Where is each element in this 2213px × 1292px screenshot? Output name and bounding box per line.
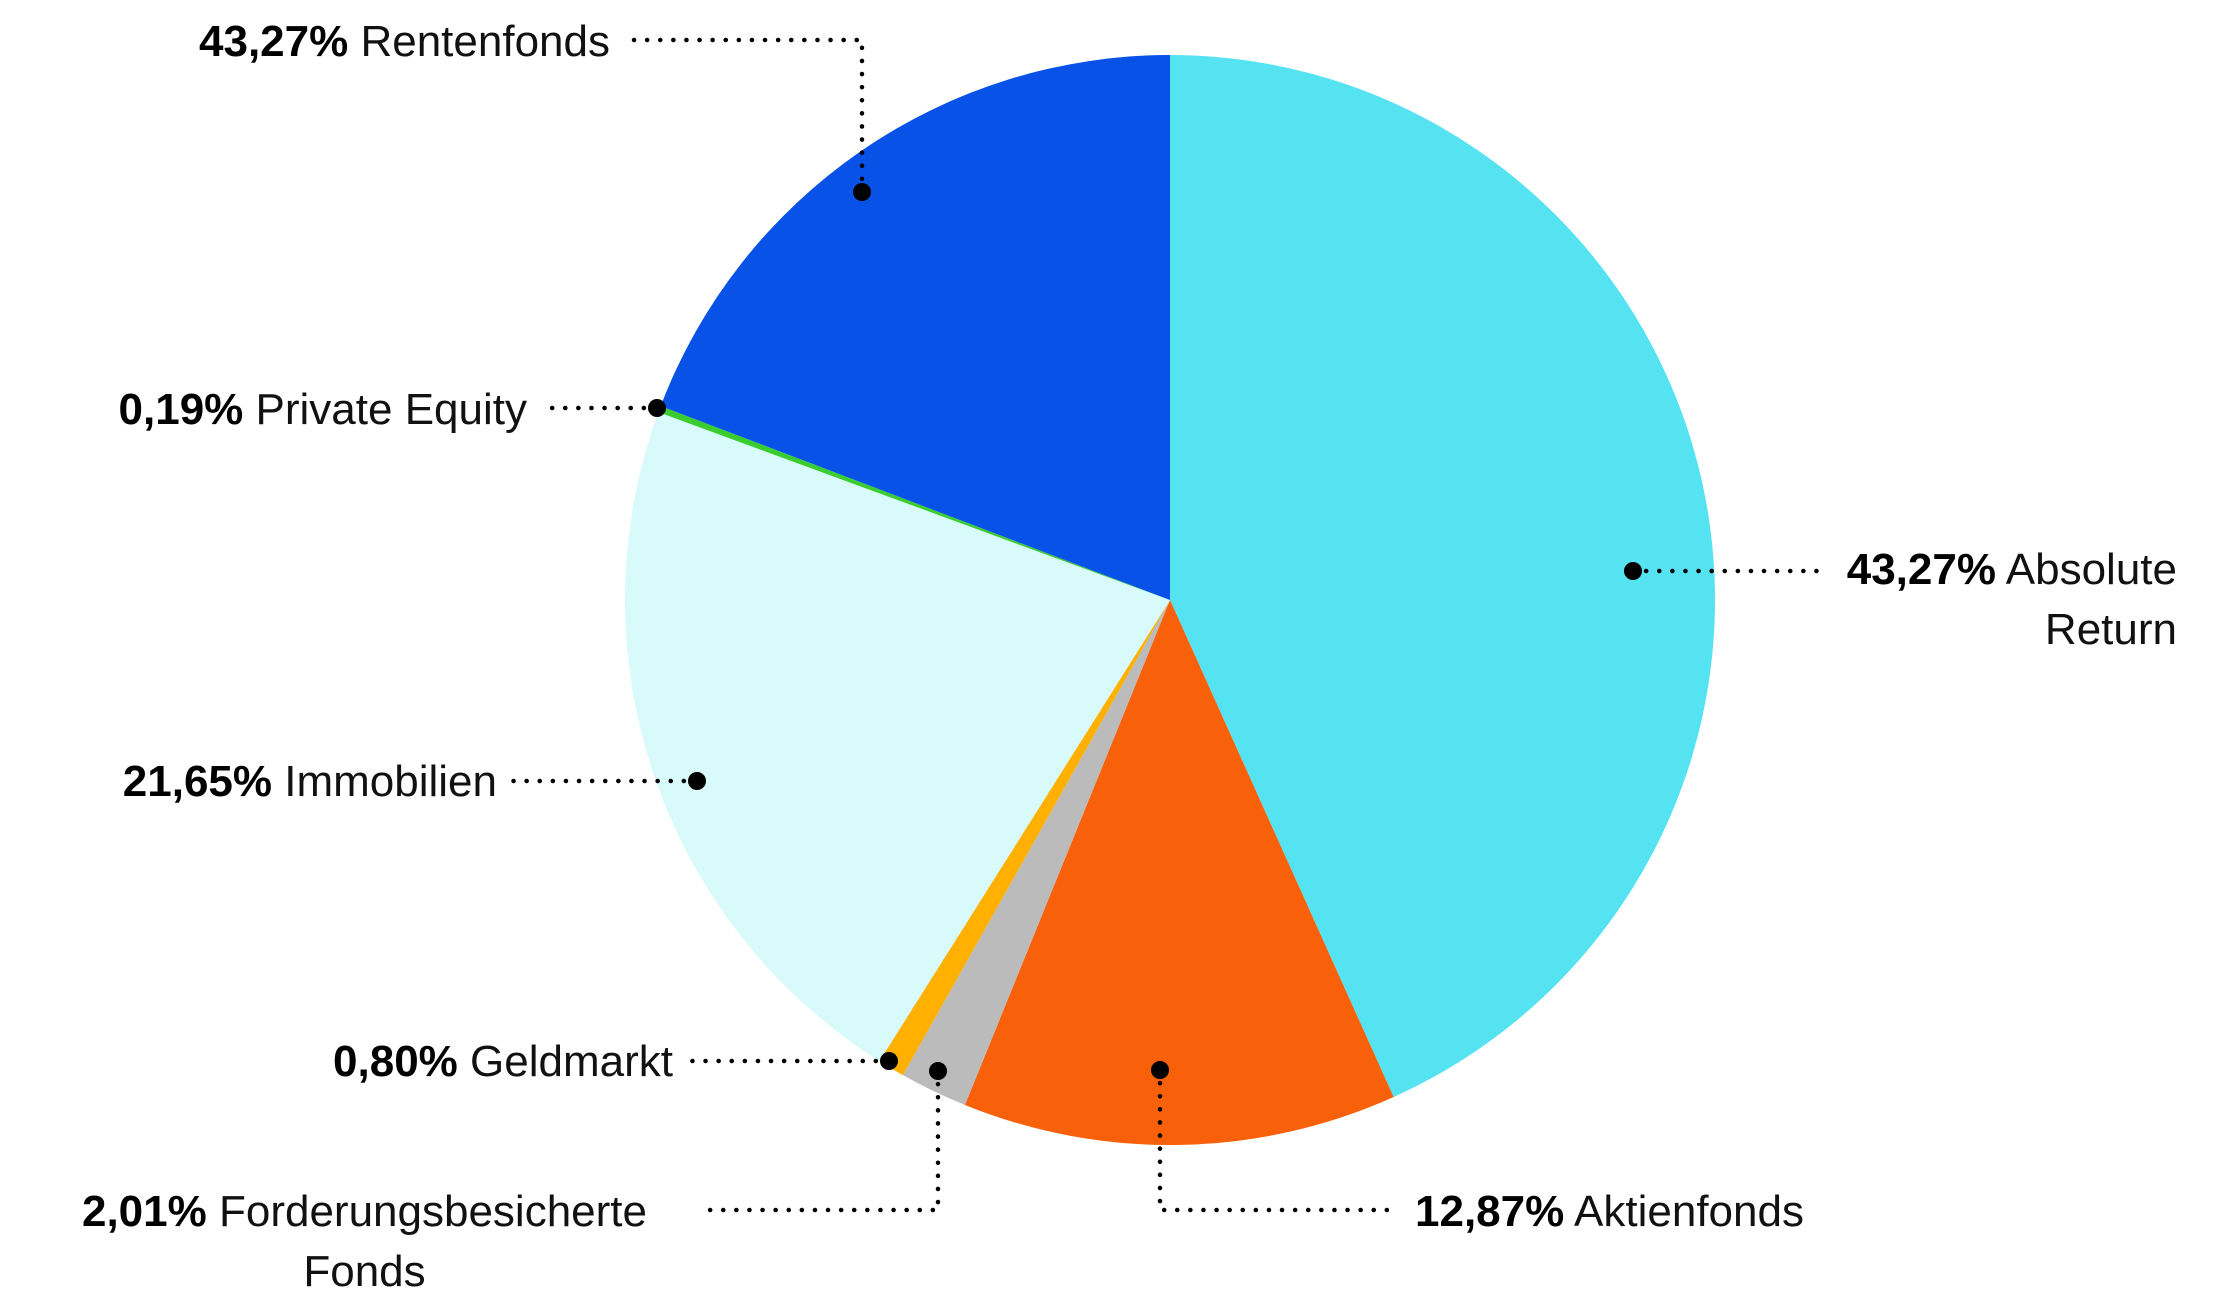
leader-line-forderungsbesicherte-fonds (697, 1068, 941, 1213)
leader-dot-geldmarkt (880, 1052, 898, 1070)
pie-slice-rentenfonds (660, 55, 1170, 600)
leader-dot-aktienfonds (1151, 1061, 1169, 1079)
leader-dot-forderungsbesicherte-fonds (929, 1062, 947, 1080)
pie-slice-immobilien (625, 412, 1170, 1062)
pct-absolute-return: 43,27% (1846, 545, 1996, 594)
label-absolute-return: 43,27% Absolute Return (1797, 540, 2177, 660)
name-absolute-return: Absolute Return (2005, 545, 2177, 654)
pie-slices (625, 55, 1716, 1146)
pct-aktienfonds: 12,87% (1415, 1187, 1565, 1236)
pct-private-equity: 0,19% (118, 385, 244, 434)
leader-dot-immobilien (688, 772, 706, 790)
label-geldmarkt: 0,80% Geldmarkt (333, 1032, 673, 1092)
leader-lines (509, 37, 1825, 1213)
label-aktienfonds: 12,87% Aktienfonds (1415, 1182, 1804, 1242)
pie-slice-private-equity (658, 406, 1170, 600)
pie-slice-forderungsbesicherte-fonds (902, 600, 1170, 1105)
name-rentenfonds: Rentenfonds (360, 17, 610, 66)
label-forderungsbesicherte-fonds: 2,01% Forderungsbesicherte Fonds (39, 1182, 690, 1292)
leader-dot-absolute-return (1624, 562, 1642, 580)
pct-forderungsbesicherte-fonds: 2,01% (81, 1187, 207, 1236)
pct-immobilien: 21,65% (122, 757, 273, 806)
name-private-equity: Private Equity (255, 385, 527, 434)
pie-slice-aktienfonds (964, 600, 1394, 1146)
name-aktienfonds: Aktienfonds (1574, 1187, 1804, 1236)
pie-slice-geldmarkt (879, 600, 1170, 1076)
name-geldmarkt: Geldmarkt (470, 1037, 673, 1086)
name-forderungsbesicherte-fonds: Forderungsbesicherte Fonds (218, 1187, 647, 1292)
label-immobilien: 21,65% Immobilien (123, 752, 497, 812)
pct-rentenfonds: 43,27% (199, 17, 349, 66)
leader-line-rentenfonds (625, 37, 865, 195)
leader-dot-rentenfonds (853, 183, 871, 201)
pct-geldmarkt: 0,80% (333, 1037, 458, 1086)
leader-dot-private-equity (648, 399, 666, 417)
label-rentenfonds: 43,27% Rentenfonds (199, 12, 610, 72)
pie-slice-absolute-return (1170, 55, 1716, 1097)
label-private-equity: 0,19% Private Equity (119, 380, 527, 440)
name-immobilien: Immobilien (284, 757, 497, 806)
